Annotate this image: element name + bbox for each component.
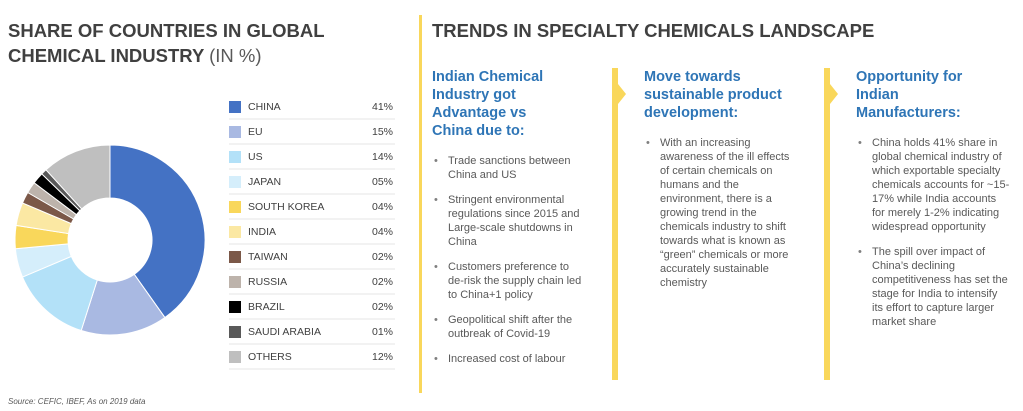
section-title: TRENDS IN SPECIALTY CHEMICALS LANDSCAPE	[432, 20, 875, 41]
column-divider	[612, 68, 626, 380]
legend-label: US	[248, 151, 263, 163]
column-divider	[824, 68, 838, 380]
legend-swatch	[229, 101, 241, 113]
divider	[419, 15, 422, 393]
legend-swatch	[229, 151, 241, 163]
value-label: 12%	[372, 351, 393, 363]
trend-column: Indian Chemical Industry got Advantage v…	[432, 68, 582, 377]
value-label: 05%	[372, 176, 393, 188]
donut-slice	[45, 144, 111, 210]
bullet: The spill over impact of China’s declini…	[856, 245, 1011, 329]
source-note: Source: CEFIC, IBEF, As on 2019 data	[8, 397, 146, 406]
column-heading: Move towards sustainable product develop…	[644, 69, 782, 121]
bullet-list: China holds 41% share in global chemical…	[856, 136, 1011, 329]
chart: CHINA 41% EU 15% US 14% JAPAN 05% SOUTH KOREA 04%…	[14, 101, 395, 370]
legend-swatch	[229, 251, 241, 263]
legend-label: JAPAN	[248, 176, 281, 188]
legend-swatch	[229, 276, 241, 288]
column-heading: Opportunity for Indian Manufacturers:	[856, 69, 963, 121]
trend-column: Opportunity for Indian Manufacturers: Chi…	[856, 68, 1011, 340]
legend-label: OTHERS	[248, 351, 292, 363]
bullet-list: With an increasing awareness of the ill …	[644, 136, 794, 290]
bullet: Geopolitical shift after the outbreak of…	[432, 313, 582, 341]
legend-label: TAIWAN	[248, 251, 288, 263]
bullet: China holds 41% share in global chemical…	[856, 136, 1011, 234]
value-label: 41%	[372, 101, 393, 113]
value-label: 04%	[372, 201, 393, 213]
bullet-list: Trade sanctions between China and US Stri…	[432, 154, 582, 366]
value-label: 14%	[372, 151, 393, 163]
legend-swatch	[229, 326, 241, 338]
legend-swatch	[229, 201, 241, 213]
value-label: 01%	[372, 326, 393, 338]
bullet: Trade sanctions between China and US	[432, 154, 582, 182]
column-heading: Indian Chemical Industry got Advantage v…	[432, 69, 544, 139]
chart-title: SHARE OF COUNTRIES IN GLOBAL CHEMICAL IN…	[8, 20, 325, 66]
value-label: 04%	[372, 226, 393, 238]
legend-label: SAUDI ARABIA	[248, 326, 321, 338]
legend-swatch	[229, 176, 241, 188]
legend-label: RUSSIA	[248, 276, 287, 288]
bullet: Increased cost of labour	[432, 352, 582, 366]
donut-slice	[109, 144, 206, 319]
chart-heading: SHARE OF COUNTRIES IN GLOBAL CHEMICAL IN…	[8, 18, 338, 68]
trend-column: Move towards sustainable product develop…	[644, 68, 794, 301]
legend-swatch	[229, 226, 241, 238]
bullet: Customers preference to de-risk the supp…	[432, 260, 582, 302]
legend-label: CHINA	[248, 101, 281, 113]
legend-label: SOUTH KOREA	[248, 201, 324, 213]
bullet: With an increasing awareness of the ill …	[644, 136, 794, 290]
legend-label: BRAZIL	[248, 301, 285, 313]
legend-swatch	[229, 126, 241, 138]
value-label: 02%	[372, 301, 393, 313]
value-label: 02%	[372, 251, 393, 263]
legend-swatch	[229, 301, 241, 313]
value-label: 02%	[372, 276, 393, 288]
legend-label: EU	[248, 126, 263, 138]
value-label: 15%	[372, 126, 393, 138]
bullet: Stringent environmental regulations sinc…	[432, 193, 582, 249]
legend-label: INDIA	[248, 226, 276, 238]
chart-subtitle: (IN %)	[209, 45, 262, 66]
legend-swatch	[229, 351, 241, 363]
